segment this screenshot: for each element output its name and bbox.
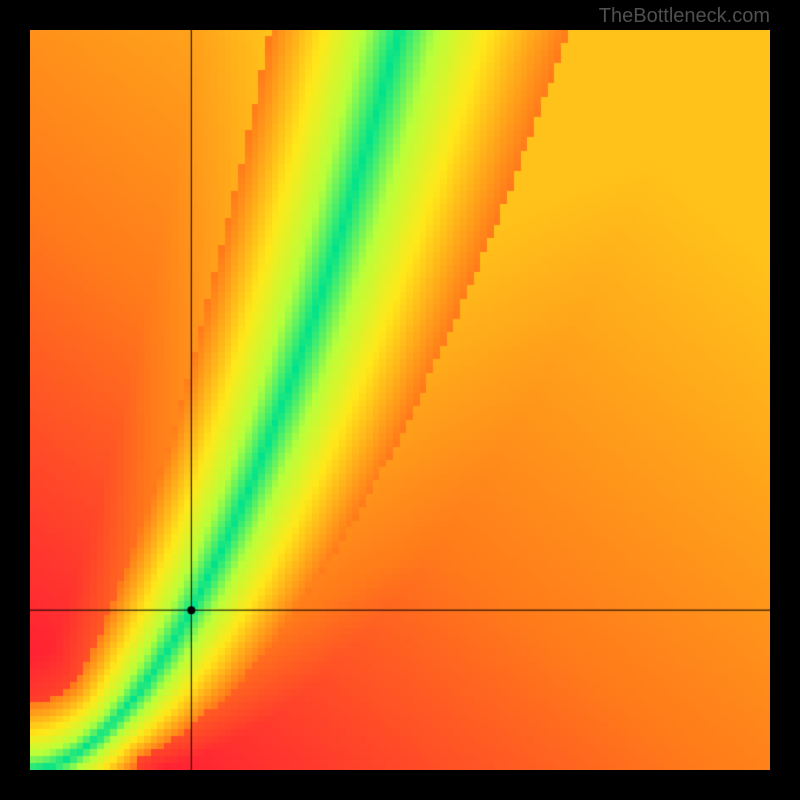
heatmap-canvas <box>30 30 770 770</box>
heatmap-plot <box>30 30 770 770</box>
watermark-text: TheBottleneck.com <box>599 5 770 28</box>
